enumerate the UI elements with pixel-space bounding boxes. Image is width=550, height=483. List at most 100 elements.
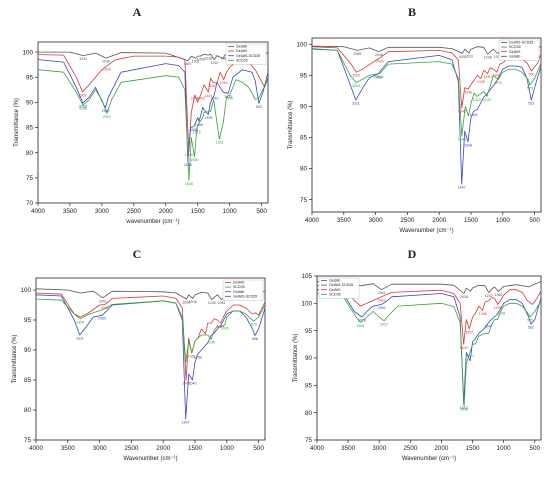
series-line-scd35 [312, 48, 541, 137]
peak-label: 1638 [185, 182, 193, 186]
peak-label: 1645 [458, 110, 466, 114]
peak-label: 1242 [485, 294, 493, 298]
peak-label: 3302 [352, 74, 360, 78]
peak-label: 1531 [192, 60, 200, 64]
peak-label: 3289 [353, 52, 361, 56]
y-tick-label: 85 [305, 383, 313, 390]
peak-label: 1247 [484, 325, 492, 329]
peak-label: 575 [527, 319, 533, 323]
x-tick-label: 1000 [220, 445, 235, 452]
peak-label: 1097 [217, 325, 225, 329]
legend-label: GelAtS-SCD35 [233, 294, 257, 298]
x-tick-label: 2500 [124, 445, 139, 452]
x-tick-label: 500 [256, 208, 267, 215]
peak-label: 1647 [458, 186, 466, 190]
peak-label: 3278 [358, 319, 366, 323]
ftir-panel-d: D 4000 3500 3000 2500 2000 1500 1000 500 75 80 85 90… [293, 247, 542, 462]
peak-label: 1480 [195, 123, 203, 127]
peak-label: 1552 [465, 331, 473, 335]
series-line-gelats-scd35 [38, 59, 268, 163]
peak-label: 3299 [79, 104, 87, 108]
plot-frame [35, 277, 266, 441]
legend-label: Gelatin [233, 290, 244, 294]
series-line-gelats [38, 54, 268, 153]
legend-label: SCD35 [509, 45, 521, 49]
peak-label: 1238 [484, 56, 492, 60]
y-axis-label: Transmittance (%) [14, 98, 20, 147]
y-tick-label: 100 [301, 301, 312, 308]
ftir-panel-c: C 4000 3500 3000 2500 2000 1500 1000 500 75 80 85 90… [12, 247, 266, 462]
x-axis-label: Wavenumber (cm⁻¹) [123, 456, 177, 462]
y-tick-label: 100 [20, 287, 31, 294]
y-tick-label: 80 [305, 410, 313, 417]
legend-label: GelAtS-SCD35 [509, 41, 533, 45]
x-tick-label: 2000 [434, 445, 449, 452]
peak-label: 2922 [380, 322, 388, 326]
y-axis-label: Transmittance (%) [293, 334, 299, 383]
y-tick-label: 90 [24, 347, 32, 354]
y-tick-label: 90 [300, 104, 308, 111]
peak-label: 2962 [378, 306, 386, 310]
peak-label: 1458 [194, 356, 202, 360]
legend-label: GelAtS [236, 49, 248, 53]
legend-label: GelAtS [233, 281, 245, 285]
peak-label: 1338 [204, 57, 212, 61]
ftir-panel-b: B 4000 3500 3000 2500 2000 1500 1000 500 75 80 85 90… [288, 5, 542, 234]
peak-label: 2963 [374, 76, 382, 80]
legend-label: SCD35 [329, 292, 341, 296]
x-tick-label: 1000 [496, 217, 511, 224]
x-tick-label: 3500 [61, 445, 76, 452]
peak-label: 1240 [210, 96, 218, 100]
x-axis-label: Wavenumber (cm⁻¹) [402, 456, 456, 462]
peak-label: 550 [528, 72, 534, 76]
ftir-panel-a: A 4000 3500 3000 2500 2000 1500 1000 500 70 75 80 85… [14, 5, 269, 225]
x-tick-label: 4000 [29, 445, 44, 452]
peak-label: 558 [252, 337, 258, 341]
y-tick-label: 80 [24, 407, 32, 414]
peak-label: 1540 [188, 382, 196, 386]
y-tick-label: 85 [300, 135, 308, 142]
x-tick-label: 1500 [464, 217, 479, 224]
peak-label: 1240 [484, 75, 492, 79]
peak-label: 3303 [79, 93, 87, 97]
series-line-gelats-scd35 [312, 48, 541, 185]
peak-label: 1095 [494, 306, 502, 310]
peak-label: 1261 [209, 84, 217, 88]
panel-letter: D [408, 247, 417, 261]
peak-label: 3304 [76, 320, 84, 324]
peak-label: 1645 [458, 138, 466, 142]
x-tick-label: 4000 [31, 208, 46, 215]
x-tick-label: 4000 [310, 445, 325, 452]
peak-label: 562 [528, 326, 534, 330]
peak-label: 2936 [102, 60, 110, 64]
panel-letter: B [408, 5, 416, 19]
peak-label: 2914 [101, 306, 109, 310]
x-tick-label: 1500 [191, 208, 206, 215]
peak-label: 1647 [182, 421, 190, 425]
peak-label: 1094 [493, 74, 501, 78]
peak-label: 575 [527, 87, 533, 91]
legend-label: GelAtS-SCD35 [236, 54, 260, 58]
peak-label: 1338 [479, 312, 487, 316]
peak-label: 1640 [185, 153, 193, 157]
y-tick-label: 80 [26, 150, 34, 157]
peak-label: 2961 [378, 291, 386, 295]
peak-label: 3304 [352, 84, 360, 88]
peak-label: 1074 [494, 81, 502, 85]
peak-label: 1335 [204, 116, 212, 120]
peak-label: 990 [227, 96, 233, 100]
x-tick-label: 3000 [93, 445, 108, 452]
peak-label: 2921 [103, 115, 111, 119]
series-line-scd35 [38, 69, 268, 181]
legend-label: Gelatin [509, 54, 520, 58]
peak-label: 1081 [495, 293, 503, 297]
peak-label: 2923 [103, 68, 111, 72]
x-tick-label: 2000 [156, 445, 171, 452]
peak-label: 1515 [193, 131, 201, 135]
peak-label: 552 [528, 102, 534, 106]
series-line-gelats-scd35 [317, 289, 541, 405]
peak-label: 1634 [459, 55, 467, 59]
peak-label: 1249 [483, 98, 491, 102]
peak-label: 1655 [184, 163, 192, 167]
